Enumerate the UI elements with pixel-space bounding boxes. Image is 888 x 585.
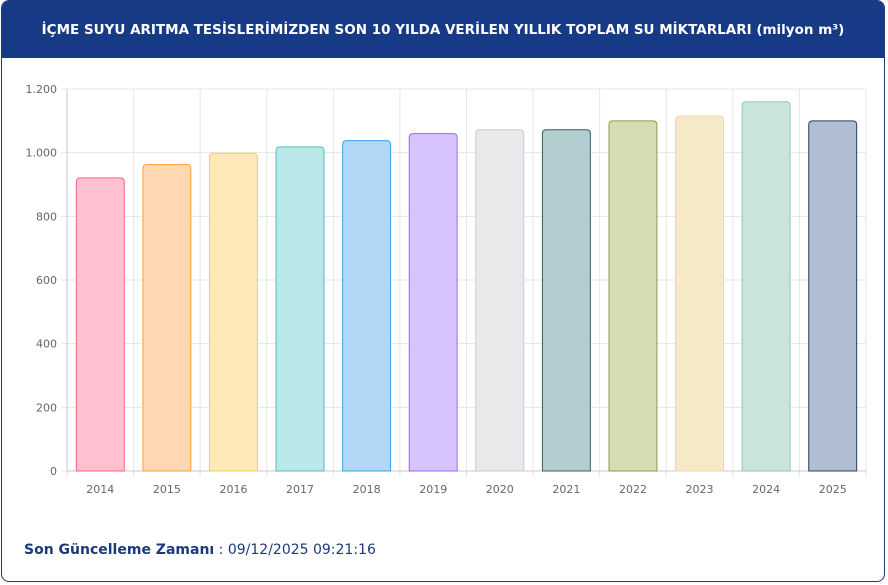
bar-2025 bbox=[808, 120, 858, 472]
bar-2022 bbox=[608, 120, 658, 472]
y-tick-label: 1.200 bbox=[26, 83, 58, 96]
last-updated-label: Son Güncelleme Zamanı bbox=[24, 542, 215, 558]
chart-area: 0 200 400 600 800 1.000 1.200 2014 2015 2016 2017 2… bbox=[2, 58, 884, 508]
x-tick-label: 2017 bbox=[286, 483, 314, 496]
x-tick-label: 2014 bbox=[86, 483, 114, 496]
bar-2018 bbox=[342, 140, 392, 472]
x-tick-label: 2018 bbox=[353, 483, 381, 496]
chart-title: İÇME SUYU ARITMA TESİSLERİMİZDEN SON 10 … bbox=[41, 21, 845, 38]
last-updated: Son Güncelleme Zamanı : 09/12/2025 09:21… bbox=[24, 542, 376, 558]
last-updated-value: 09/12/2025 09:21:16 bbox=[227, 542, 376, 558]
y-tick-label: 200 bbox=[36, 401, 57, 414]
y-tick-label: 800 bbox=[36, 210, 57, 223]
x-tick-label: 2024 bbox=[752, 483, 780, 496]
bar-2023 bbox=[675, 115, 725, 472]
y-tick-label: 1.000 bbox=[26, 147, 58, 160]
x-tick-label: 2019 bbox=[419, 483, 447, 496]
x-tick-label: 2020 bbox=[486, 483, 514, 496]
chart-header: İÇME SUYU ARITMA TESİSLERİMİZDEN SON 10 … bbox=[2, 1, 884, 58]
last-updated-separator: : bbox=[214, 542, 228, 558]
bar-2014 bbox=[75, 177, 125, 472]
bar-2021 bbox=[541, 129, 591, 472]
bar-2024 bbox=[741, 101, 791, 472]
bar-2015 bbox=[142, 163, 192, 472]
y-tick-label: 600 bbox=[36, 274, 57, 287]
x-tick-label: 2015 bbox=[153, 483, 181, 496]
bar-chart: 0 200 400 600 800 1.000 1.200 2014 2015 2016 2017 2… bbox=[26, 83, 867, 496]
x-tick-label: 2025 bbox=[819, 483, 847, 496]
x-tick-label: 2023 bbox=[686, 483, 714, 496]
y-tick-label: 0 bbox=[50, 465, 57, 478]
y-tick-label: 400 bbox=[36, 338, 57, 351]
bar-2017 bbox=[275, 146, 325, 472]
bar-2020 bbox=[475, 129, 525, 472]
bar-2016 bbox=[208, 152, 258, 472]
x-tick-label: 2021 bbox=[552, 483, 580, 496]
x-tick-label: 2016 bbox=[219, 483, 247, 496]
x-tick-label: 2022 bbox=[619, 483, 647, 496]
bar-2019 bbox=[408, 133, 458, 472]
